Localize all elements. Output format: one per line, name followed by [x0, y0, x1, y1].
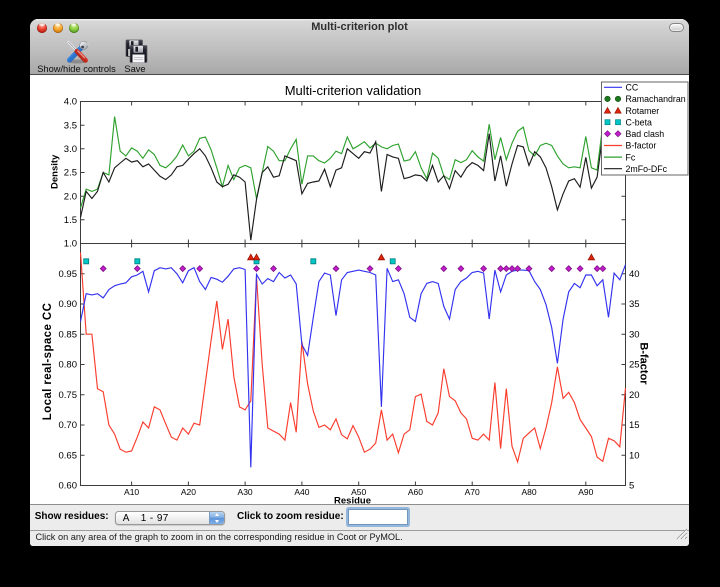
svg-text:1.0: 1.0 — [64, 238, 77, 249]
svg-text:CC: CC — [626, 82, 639, 92]
svg-text:30: 30 — [629, 329, 640, 340]
svg-text:2.0: 2.0 — [64, 191, 77, 202]
svg-text:0.90: 0.90 — [59, 299, 78, 310]
svg-text:A80: A80 — [521, 487, 536, 497]
svg-text:A10: A10 — [124, 487, 139, 497]
svg-text:4.0: 4.0 — [64, 96, 77, 107]
svg-text:25: 25 — [629, 359, 640, 370]
svg-text:C-beta: C-beta — [626, 117, 653, 127]
svg-text:A20: A20 — [181, 487, 196, 497]
svg-text:0.80: 0.80 — [59, 359, 78, 370]
svg-text:0.75: 0.75 — [59, 389, 78, 400]
svg-text:20: 20 — [629, 389, 640, 400]
svg-text:3.0: 3.0 — [64, 144, 77, 155]
svg-text:1.5: 1.5 — [64, 215, 77, 226]
svg-text:B-factor: B-factor — [638, 342, 650, 385]
svg-text:A30: A30 — [238, 487, 253, 497]
svg-text:Residue: Residue — [334, 495, 371, 504]
svg-text:Density: Density — [50, 153, 61, 188]
svg-text:2mFo-DFc: 2mFo-DFc — [626, 163, 668, 173]
svg-text:40: 40 — [629, 268, 640, 279]
svg-text:Fc: Fc — [626, 152, 636, 162]
svg-text:2.5: 2.5 — [64, 167, 77, 178]
svg-text:10: 10 — [629, 450, 640, 461]
svg-text:0.70: 0.70 — [59, 420, 78, 431]
svg-text:A50: A50 — [351, 487, 366, 497]
svg-text:0.85: 0.85 — [59, 329, 78, 340]
svg-text:15: 15 — [629, 420, 640, 431]
svg-text:A60: A60 — [408, 487, 423, 497]
svg-text:3.5: 3.5 — [64, 120, 77, 131]
svg-text:Rotamer: Rotamer — [626, 105, 660, 115]
svg-text:Bad clash: Bad clash — [626, 129, 665, 139]
svg-text:Local real-space CC: Local real-space CC — [42, 302, 54, 420]
svg-text:A90: A90 — [578, 487, 593, 497]
svg-text:0.65: 0.65 — [59, 450, 78, 461]
svg-text:A70: A70 — [465, 487, 480, 497]
svg-text:0.95: 0.95 — [59, 269, 78, 280]
svg-text:35: 35 — [629, 299, 640, 310]
svg-text:Ramachandran: Ramachandran — [626, 94, 686, 104]
svg-text:B-factor: B-factor — [626, 140, 657, 150]
svg-text:A40: A40 — [294, 487, 309, 497]
svg-text:5: 5 — [629, 480, 634, 491]
svg-text:0.60: 0.60 — [59, 480, 78, 491]
svg-text:Multi-criterion validation: Multi-criterion validation — [285, 83, 422, 98]
